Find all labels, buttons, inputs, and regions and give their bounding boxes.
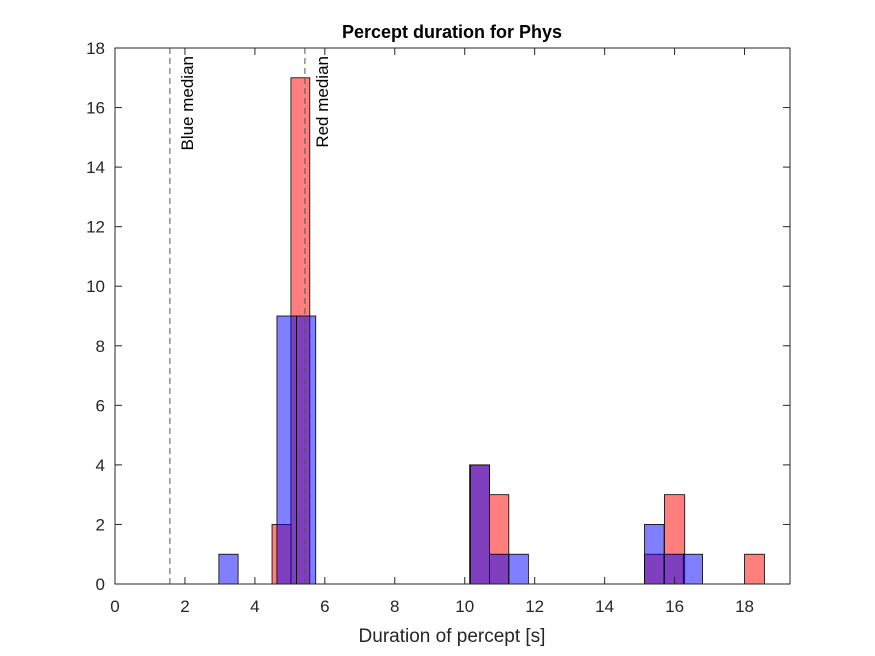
- x-tick-label: 6: [320, 597, 329, 616]
- x-tick-label: 18: [735, 597, 754, 616]
- x-tick-label: 14: [595, 597, 614, 616]
- x-tick-label: 8: [390, 597, 399, 616]
- bar: [682, 553, 703, 585]
- bar: [644, 524, 665, 585]
- bar: [489, 553, 510, 585]
- x-tick-label: 10: [455, 597, 474, 616]
- plot-area: [115, 48, 790, 584]
- bar: [508, 553, 529, 585]
- bar: [276, 315, 297, 585]
- y-tick-label: 10: [86, 277, 105, 296]
- bar: [218, 553, 239, 585]
- x-tick-label: 16: [665, 597, 684, 616]
- y-tick-label: 6: [96, 396, 105, 415]
- y-tick-label: 18: [86, 39, 105, 58]
- median-label: Blue median: [178, 56, 197, 151]
- x-tick-label: 4: [250, 597, 259, 616]
- y-tick-label: 2: [96, 515, 105, 534]
- bar: [744, 553, 765, 585]
- y-tick-label: 8: [96, 337, 105, 356]
- bar: [469, 464, 490, 585]
- chart-title: Percept duration for Phys: [342, 22, 562, 42]
- x-tick-label: 2: [180, 597, 189, 616]
- median-label: Red median: [313, 56, 332, 148]
- y-tick-label: 4: [96, 456, 105, 475]
- bar: [663, 553, 684, 585]
- y-tick-label: 12: [86, 218, 105, 237]
- x-tick-label: 12: [525, 597, 544, 616]
- axes-box: [114, 47, 791, 585]
- x-axis-label: Duration of percept [s]: [359, 626, 546, 647]
- bar: [296, 315, 317, 585]
- y-tick-label: 16: [86, 99, 105, 118]
- y-tick-label: 0: [96, 575, 105, 594]
- x-tick-label: 0: [110, 597, 119, 616]
- y-tick-label: 14: [86, 158, 105, 177]
